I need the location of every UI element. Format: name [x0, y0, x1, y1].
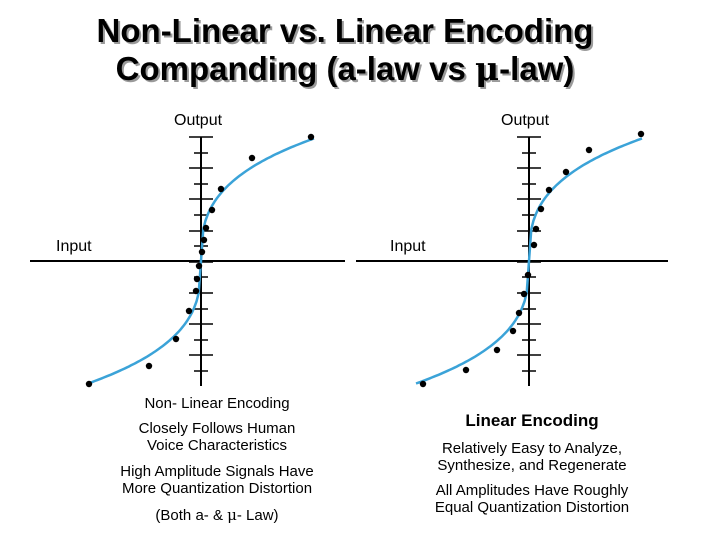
- linear-graph: [356, 130, 668, 388]
- nonlinear-caption-3-prefix: (Both a- &: [155, 507, 228, 524]
- sample-point: [537, 205, 545, 213]
- sample-point: [515, 309, 523, 317]
- linear-caption-1-line-1: Relatively Easy to Analyze,: [441, 440, 623, 457]
- linear-caption-2-line-1: All Amplitudes Have Roughly: [435, 482, 629, 499]
- sample-point: [195, 262, 203, 270]
- right-input-label: Input: [390, 238, 426, 255]
- left-tick-marks: [189, 136, 213, 372]
- sample-point: [532, 225, 540, 233]
- nonlinear-caption-1-line-1: Closely Follows Human: [138, 420, 296, 437]
- linear-heading: Linear Encoding: [465, 411, 599, 430]
- nonlinear-caption-2: High Amplitude Signals Have More Quantiz…: [100, 463, 334, 497]
- nonlinear-caption-3-suffix: - Law): [236, 507, 279, 524]
- nonlinear-caption-3: (Both a- & μ- Law): [100, 506, 334, 525]
- sample-point: [509, 327, 517, 335]
- nonlinear-curve: [87, 137, 315, 385]
- linear-caption-2: All Amplitudes Have Roughly Equal Quanti…: [400, 482, 664, 516]
- title-line-2-prefix: Companding (a-law vs: [115, 50, 476, 87]
- slide-title: Non-Linear vs. Linear Encoding Compandin…: [0, 12, 690, 88]
- sample-point: [198, 248, 206, 256]
- sample-point: [520, 290, 528, 298]
- sample-point: [562, 168, 570, 176]
- sample-point: [585, 146, 593, 154]
- sample-point: [208, 206, 216, 214]
- sample-point: [172, 335, 180, 343]
- left-input-label: Input: [56, 238, 92, 255]
- sample-point: [530, 241, 538, 249]
- nonlinear-caption-2-line-1: High Amplitude Signals Have: [120, 463, 314, 480]
- sample-point: [524, 271, 532, 279]
- sample-point: [185, 307, 193, 315]
- linear-curve: [415, 137, 643, 385]
- nonlinear-graph: [30, 133, 345, 388]
- linear-sample-points: [419, 130, 645, 388]
- sample-point: [307, 133, 315, 141]
- sample-point: [145, 362, 153, 370]
- sample-point: [419, 380, 427, 388]
- nonlinear-caption-1: Closely Follows Human Voice Characterist…: [100, 420, 334, 454]
- sample-point: [462, 366, 470, 374]
- sample-point: [200, 236, 208, 244]
- sample-point: [202, 224, 210, 232]
- linear-caption-2-line-2: Equal Quantization Distortion: [434, 499, 630, 516]
- title-line-2: Companding (a-law vs μ-law): [0, 50, 690, 88]
- caption-mu-symbol: μ: [227, 506, 237, 524]
- sample-point: [217, 185, 225, 193]
- linear-caption-1-line-2: Synthesize, and Regenerate: [437, 457, 627, 474]
- sample-point: [85, 380, 93, 388]
- title-line-1: Non-Linear vs. Linear Encoding: [96, 12, 594, 49]
- right-output-label: Output: [501, 112, 550, 129]
- nonlinear-caption-1-line-2: Voice Characteristics: [146, 437, 288, 454]
- title-mu-symbol: μ: [475, 49, 500, 88]
- nonlinear-sample-points: [85, 133, 315, 388]
- sample-point: [493, 346, 501, 354]
- sample-point: [193, 275, 201, 283]
- linear-caption-1: Relatively Easy to Analyze, Synthesize, …: [400, 440, 664, 474]
- title-line-2-suffix: -law): [499, 50, 575, 87]
- left-output-label: Output: [174, 112, 223, 129]
- nonlinear-caption-2-line-2: More Quantization Distortion: [121, 480, 313, 497]
- sample-point: [637, 130, 645, 138]
- sample-point: [545, 186, 553, 194]
- sample-point: [192, 287, 200, 295]
- nonlinear-heading: Non- Linear Encoding: [144, 395, 290, 412]
- sample-point: [248, 154, 256, 162]
